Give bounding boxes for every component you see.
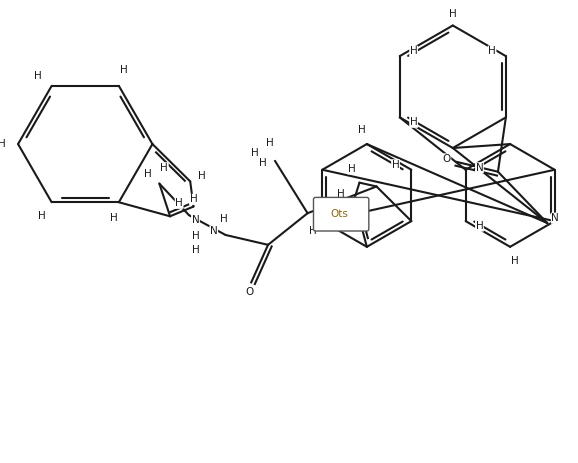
Text: H: H xyxy=(488,46,496,56)
Text: H: H xyxy=(34,71,42,81)
Text: H: H xyxy=(190,194,198,204)
Text: H: H xyxy=(38,211,46,221)
Text: H: H xyxy=(143,169,151,179)
Text: H: H xyxy=(110,213,118,223)
Text: H: H xyxy=(449,9,457,19)
Text: H: H xyxy=(410,46,417,56)
Text: Ots: Ots xyxy=(330,209,348,219)
Text: H: H xyxy=(348,164,355,174)
Text: H: H xyxy=(175,198,183,208)
Text: H: H xyxy=(191,245,199,255)
Text: H: H xyxy=(191,231,199,241)
Text: H: H xyxy=(0,139,6,149)
Text: H: H xyxy=(259,158,267,168)
Text: H: H xyxy=(120,65,128,75)
Text: O: O xyxy=(442,154,451,164)
Text: N: N xyxy=(551,213,559,223)
Text: H: H xyxy=(161,163,168,173)
Text: H: H xyxy=(251,148,259,158)
Text: H: H xyxy=(410,117,417,127)
Text: H: H xyxy=(392,160,399,170)
Text: H: H xyxy=(336,189,344,200)
FancyBboxPatch shape xyxy=(313,197,369,231)
Text: N: N xyxy=(191,215,199,225)
Text: H: H xyxy=(511,256,519,266)
Text: H: H xyxy=(476,221,483,231)
Text: N: N xyxy=(476,163,483,173)
Text: H: H xyxy=(198,171,206,181)
Text: H: H xyxy=(220,214,228,224)
Text: H: H xyxy=(266,138,274,148)
Text: O: O xyxy=(245,287,253,297)
Text: H: H xyxy=(358,125,366,135)
Text: H: H xyxy=(309,226,316,236)
Text: N: N xyxy=(210,226,217,236)
